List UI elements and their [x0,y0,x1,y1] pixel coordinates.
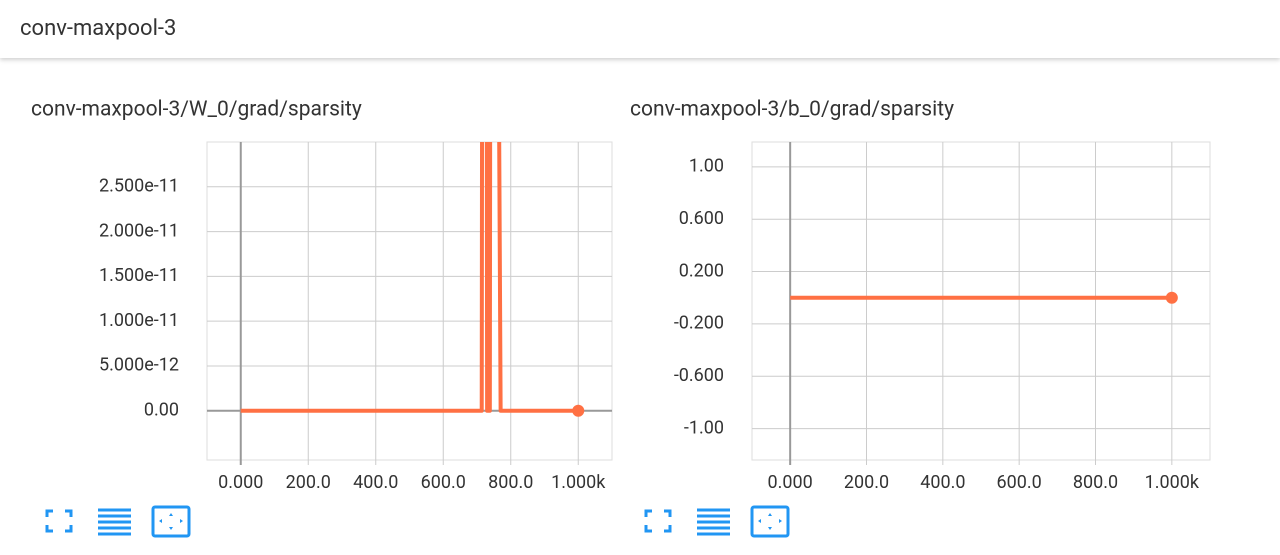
log-scale-button[interactable] [697,508,730,536]
chart: conv-maxpool-3/W_0/grad/sparsity 0.00 5.00… [31,98,613,493]
chart-title: conv-maxpool-3/W_0/grad/sparsity [31,98,362,122]
fullscreen-button[interactable] [644,509,672,533]
x-tick-label: 200.0 [286,472,331,493]
chart-title: conv-maxpool-3/b_0/grad/sparsity [630,98,954,122]
header-bar [0,0,1280,58]
last-point [1165,291,1178,304]
y-tick-label: 1.000e-11 [99,310,179,331]
y-tick-label: 0.00 [144,399,179,420]
y-tick-label: 1.00 [689,156,724,177]
y-tick-label: 1.500e-11 [99,265,179,286]
log-scale-button[interactable] [98,508,131,536]
x-tick-label: 400.0 [353,472,398,493]
x-tick-label: 400.0 [920,472,965,493]
x-tick-label: 0.000 [218,472,263,493]
chart: conv-maxpool-3/b_0/grad/sparsity -1.00 -0.… [630,98,1211,493]
x-tick-label: 600.0 [421,472,466,493]
fit-domain-button[interactable] [151,505,191,538]
y-tick-label: -0.200 [674,313,724,334]
fullscreen-button[interactable] [45,509,73,533]
y-tick-label: -1.00 [684,417,724,438]
x-tick-label: 1.000k [551,472,606,493]
x-tick-label: 800.0 [1073,472,1118,493]
x-tick-label: 0.000 [768,472,813,493]
x-tick-label: 1.000k [1145,472,1200,493]
y-tick-label: 2.500e-11 [99,176,179,197]
data-line [240,142,579,413]
y-tick-label: 2.000e-11 [99,220,179,241]
x-tick-label: 200.0 [844,472,889,493]
last-point [572,404,585,417]
x-tick-label: 800.0 [488,472,533,493]
y-tick-label: 0.200 [679,260,724,281]
chart-toolbar [644,505,790,538]
header-title: conv-maxpool-3 [20,16,176,41]
y-tick-label: 0.600 [679,208,724,229]
plot-frame [206,141,613,461]
chart-toolbar [45,505,191,538]
x-tick-label: 600.0 [997,472,1042,493]
plot-frame [751,141,1211,461]
fit-domain-button[interactable] [750,505,790,538]
y-tick-label: -0.600 [674,365,724,386]
y-tick-label: 5.000e-12 [99,355,179,376]
